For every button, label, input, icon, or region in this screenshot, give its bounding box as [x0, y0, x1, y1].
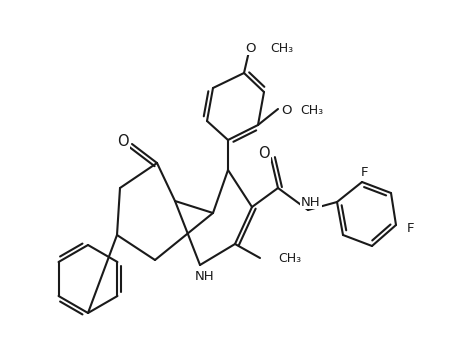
Text: O: O: [281, 103, 292, 117]
Text: F: F: [360, 165, 368, 178]
Text: O: O: [258, 145, 270, 161]
Text: O: O: [245, 42, 255, 55]
Text: CH₃: CH₃: [278, 251, 301, 264]
Text: NH: NH: [301, 195, 321, 208]
Text: CH₃: CH₃: [270, 42, 293, 55]
Text: CH₃: CH₃: [300, 103, 323, 117]
Text: O: O: [117, 134, 129, 150]
Text: NH: NH: [195, 270, 215, 283]
Text: F: F: [406, 221, 414, 234]
